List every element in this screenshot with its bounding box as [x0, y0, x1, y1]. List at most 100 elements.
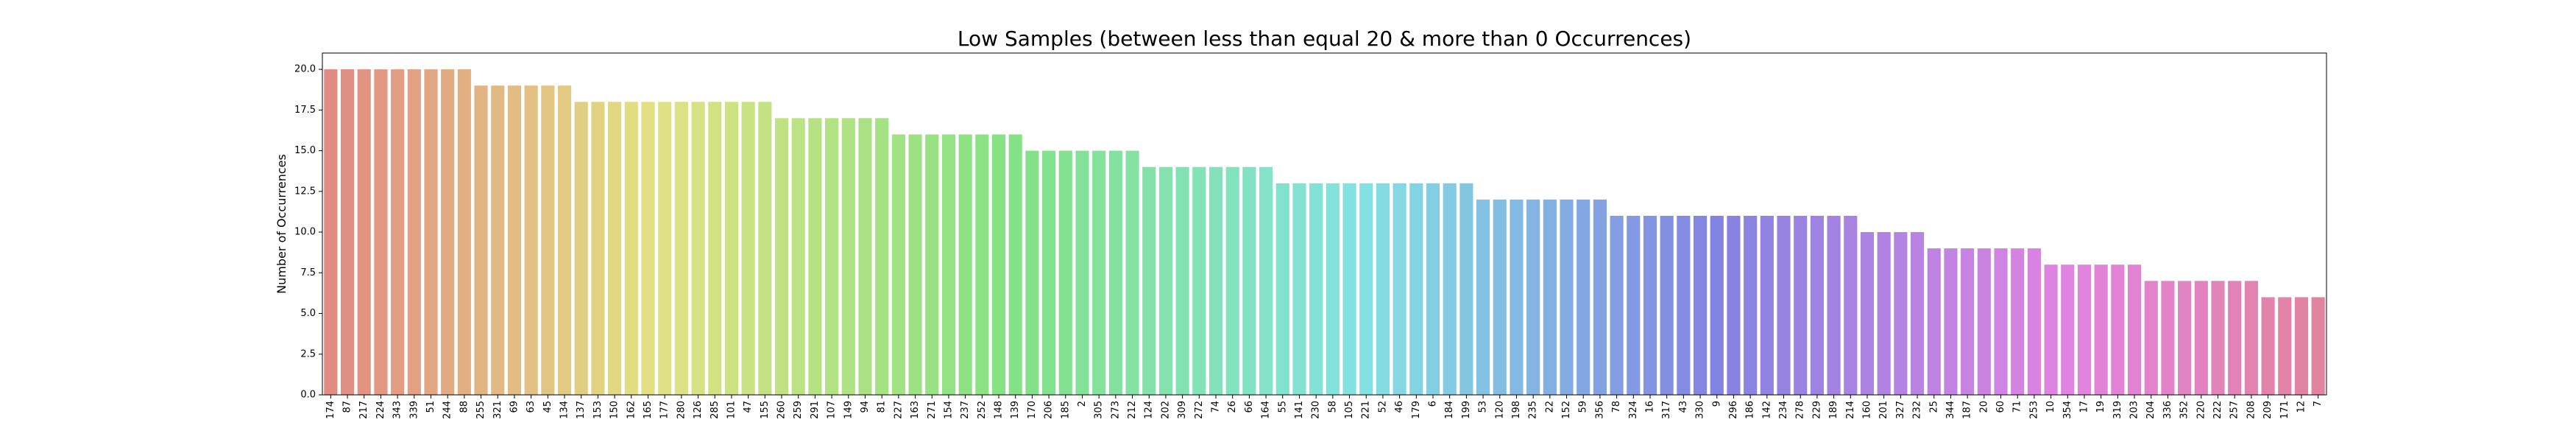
bar-344 [1944, 248, 1958, 395]
x-tick-label: 139 [1010, 401, 1021, 419]
x-tick-label: 184 [1444, 401, 1455, 419]
bar-220 [2194, 281, 2208, 395]
bar-16 [1643, 215, 1657, 395]
x-tick-label: 202 [1160, 401, 1171, 419]
x-tick-label: 235 [1528, 401, 1539, 419]
bar-208 [2244, 281, 2258, 395]
x-tick-label: 22 [1544, 401, 1555, 413]
x-tick-label: 55 [1277, 401, 1288, 413]
bar-184 [1443, 183, 1457, 395]
x-tick-label: 164 [1261, 401, 1272, 419]
bar-87 [340, 69, 355, 395]
bar-336 [2161, 281, 2175, 395]
x-tick-label: 155 [760, 401, 771, 419]
bar-260 [774, 118, 789, 395]
x-tick-label: 137 [576, 401, 587, 419]
bar-222 [2211, 281, 2225, 395]
x-tick-label: 52 [1377, 401, 1388, 413]
bar-141 [1292, 183, 1306, 395]
x-tick-label: 272 [1194, 401, 1205, 419]
bar-47 [741, 102, 755, 396]
x-tick-label: 217 [358, 401, 369, 419]
bar-273 [1108, 150, 1122, 395]
x-tick-label: 185 [1060, 401, 1071, 419]
bar-232 [1910, 232, 1925, 395]
bar-257 [2228, 281, 2242, 395]
x-tick-label: 174 [325, 401, 336, 419]
x-tick-label: 141 [1294, 401, 1305, 419]
bars-group [324, 69, 2325, 396]
x-tick-label: 187 [1962, 401, 1973, 419]
bar-6 [1426, 183, 1440, 395]
bar-137 [574, 102, 588, 396]
x-tick-label: 69 [509, 401, 520, 413]
bar-202 [1158, 166, 1172, 396]
x-tick-label: 150 [609, 401, 620, 419]
x-tick-label: 336 [2162, 401, 2173, 419]
x-tick-label: 220 [2195, 401, 2207, 419]
x-tick-label: 201 [1878, 401, 1889, 419]
y-tick-label: 12.5 [294, 186, 316, 197]
bar-309 [1175, 166, 1189, 396]
x-tick-label: 278 [1795, 401, 1806, 419]
bar-252 [975, 134, 989, 396]
x-tick-label: 2 [1077, 401, 1088, 407]
x-tick-label: 253 [2028, 401, 2039, 419]
x-tick-label: 203 [2129, 401, 2140, 419]
x-tick-label: 58 [1327, 401, 1338, 413]
y-tick-label: 20.0 [294, 64, 316, 75]
x-tick-label: 321 [492, 401, 503, 419]
bar-237 [958, 134, 972, 396]
bar-305 [1092, 150, 1106, 395]
x-tick-label: 134 [559, 401, 570, 419]
bar-171 [2278, 297, 2292, 395]
x-tick-label: 224 [375, 401, 386, 419]
x-tick-label: 222 [2212, 401, 2223, 419]
bar-343 [391, 69, 405, 395]
x-tick-label: 237 [960, 401, 971, 419]
bar-224 [374, 69, 388, 395]
bar-164 [1259, 166, 1273, 396]
bar-9 [1710, 215, 1724, 395]
x-tick-label: 330 [1695, 401, 1706, 419]
x-tick-label: 343 [392, 401, 403, 419]
x-tick-label: 43 [1678, 401, 1689, 413]
x-tick-label: 259 [793, 401, 804, 419]
y-tick-label: 17.5 [294, 105, 316, 116]
x-tick-label: 94 [860, 401, 871, 413]
y-tick-label: 10.0 [294, 227, 316, 238]
bar-88 [457, 69, 471, 395]
x-tick-label: 257 [2229, 401, 2240, 419]
plot-frame [322, 52, 2327, 396]
x-axis-ticks: 174 87 217 224 343 339 51 244 88 255 321 69 63 45 134 1… [325, 395, 2324, 419]
bar-153 [591, 102, 605, 396]
x-tick-label: 234 [1778, 401, 1789, 419]
y-axis-ticks: 0.0 2.5 5.0 7.5 10.0 12.5 15.0 17.5 20.0 [294, 64, 322, 401]
x-tick-label: 47 [743, 401, 754, 413]
bar-17 [2077, 264, 2092, 395]
bar-148 [991, 134, 1006, 396]
bar-278 [1794, 215, 1808, 395]
x-tick-label: 162 [626, 401, 637, 419]
bar-12 [2294, 297, 2309, 395]
x-tick-label: 153 [592, 401, 604, 419]
x-tick-label: 165 [643, 401, 654, 419]
x-tick-label: 352 [2179, 401, 2190, 419]
bar-259 [791, 118, 805, 395]
x-tick-label: 45 [542, 401, 553, 413]
bar-272 [1192, 166, 1206, 396]
x-tick-label: 244 [442, 401, 453, 419]
bar-296 [1727, 215, 1741, 395]
bar-58 [1326, 183, 1340, 395]
bar-152 [1560, 199, 1574, 395]
bar-214 [1844, 215, 1858, 395]
x-tick-label: 214 [1845, 401, 1856, 419]
bar-46 [1393, 183, 1406, 395]
x-tick-label: 344 [1945, 401, 1956, 419]
x-tick-label: 198 [1511, 401, 1522, 419]
x-tick-label: 17 [2078, 401, 2090, 413]
x-tick-label: 19 [2095, 401, 2106, 413]
bar-230 [1309, 183, 1323, 395]
bar-177 [658, 102, 672, 396]
bar-280 [674, 102, 688, 396]
